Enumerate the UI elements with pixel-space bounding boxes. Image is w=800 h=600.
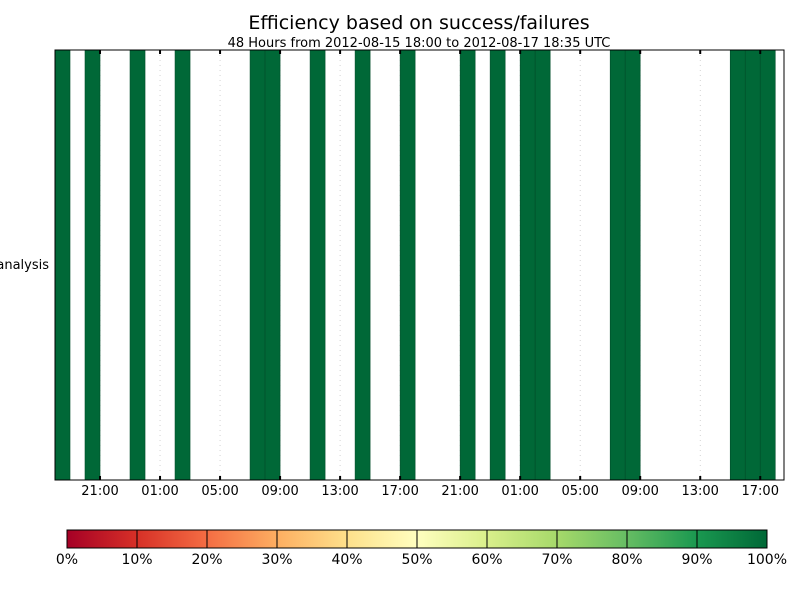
efficiency-bar	[399, 49, 416, 481]
colorbar: 0% 10% 20% 30% 40% 50% 60% 70% 80% 90% 100%	[56, 529, 787, 568]
colorbar-tick-label: 0%	[56, 552, 78, 568]
x-tick-label: 17:00	[381, 484, 418, 499]
colorbar-tick-label: 80%	[611, 552, 642, 568]
efficiency-bar	[354, 49, 371, 481]
efficiency-bar	[174, 49, 191, 481]
colorbar-tick-label: 70%	[541, 552, 572, 568]
colorbar-tick-label: 40%	[331, 552, 362, 568]
efficiency-bar	[309, 49, 326, 481]
chart-title: Efficiency based on success/failures	[248, 12, 589, 34]
colorbar-tick-label: 10%	[121, 552, 152, 568]
colorbar-tick-label: 50%	[401, 552, 432, 568]
colorbar-tick-label: 90%	[681, 552, 712, 568]
x-tick-label: 05:00	[561, 484, 598, 499]
plot-frame	[54, 49, 785, 481]
efficiency-bar	[459, 49, 476, 481]
efficiency-bar	[729, 49, 746, 481]
y-category-label: analysis	[0, 258, 49, 273]
grid-lines	[99, 50, 761, 480]
x-tick-label: 05:00	[201, 484, 238, 499]
efficiency-bar	[249, 49, 266, 481]
x-tick-label: 09:00	[261, 484, 298, 499]
efficiency-bar	[129, 49, 146, 481]
x-tick-label: 01:00	[141, 484, 178, 499]
efficiency-bar	[759, 49, 776, 481]
colorbar-tick-label: 30%	[261, 552, 292, 568]
bars	[54, 49, 776, 481]
efficiency-bar	[264, 49, 281, 481]
efficiency-bar	[609, 49, 626, 481]
x-tick-label: 01:00	[501, 484, 538, 499]
chart-subtitle: 48 Hours from 2012-08-15 18:00 to 2012-0…	[228, 36, 611, 51]
efficiency-bar	[54, 49, 71, 481]
x-tick-label: 21:00	[81, 484, 118, 499]
x-tick-label: 13:00	[681, 484, 718, 499]
x-axis: 21:00 01:00 05:00 09:00 13:00 17:00 21:00 01:00…	[81, 50, 779, 499]
x-tick-label: 21:00	[441, 484, 478, 499]
x-tick-label: 17:00	[742, 484, 779, 499]
colorbar-tick-label: 60%	[471, 552, 502, 568]
efficiency-bar	[519, 49, 536, 481]
efficiency-bar	[624, 49, 641, 481]
efficiency-bar	[489, 49, 506, 481]
efficiency-bar	[534, 49, 551, 481]
efficiency-bar	[744, 49, 761, 481]
colorbar-tick-label: 20%	[191, 552, 222, 568]
x-tick-label: 13:00	[321, 484, 358, 499]
x-tick-label: 09:00	[621, 484, 658, 499]
efficiency-bar	[84, 49, 101, 481]
colorbar-tick-label: 100%	[747, 552, 787, 568]
